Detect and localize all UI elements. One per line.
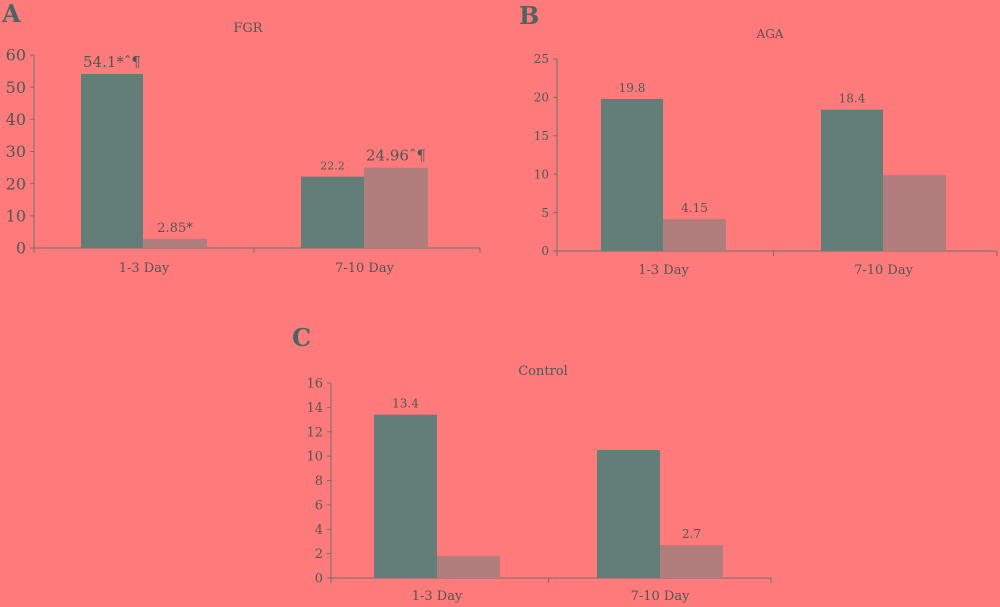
- y-tick-label: 40: [6, 110, 26, 129]
- x-tick-label: 1-3 Day: [412, 589, 463, 604]
- y-tick-label: 60: [6, 46, 26, 65]
- y-tick-label: 5: [541, 206, 549, 220]
- data-label: 18.4: [839, 92, 866, 106]
- chart-title: FGR: [233, 21, 263, 36]
- x-tick-label: 1-3 Day: [119, 261, 170, 276]
- chart-title: AGA: [756, 27, 784, 41]
- chart-panel-c: C Control 0 2 4 6 8 10 12 14 16 1-3 Day 7-10 Day 13.4…: [292, 323, 772, 604]
- y-tick-label: 20: [6, 174, 26, 193]
- data-label: 24.96ˆ¶: [366, 147, 426, 165]
- y-tick-label: 20: [534, 91, 549, 105]
- y-tick-label: 25: [534, 52, 549, 66]
- bar: [660, 545, 723, 578]
- y-tick-label: 2: [315, 547, 323, 562]
- data-label: 4.15: [681, 201, 708, 215]
- data-label: 54.1*ˆ¶: [83, 53, 141, 71]
- data-label: 2.85*: [157, 221, 193, 236]
- bar: [143, 238, 207, 248]
- y-tick-label: 6: [315, 498, 323, 513]
- bar: [374, 414, 437, 578]
- y-tick-label: 50: [6, 78, 26, 97]
- y-tick-label: 10: [534, 167, 549, 181]
- y-tick-label: 12: [306, 425, 323, 440]
- chart-panel-b: B AGA 0 5 10 15 20 25 1-3 Day 7-10 Day 19.8 4.15 18.…: [519, 1, 998, 278]
- bar: [883, 174, 946, 251]
- y-tick-label: 30: [6, 142, 26, 161]
- panel-letter: A: [1, 0, 21, 28]
- panel-letter: C: [292, 323, 311, 352]
- x-tick-label: 7-10 Day: [631, 589, 691, 604]
- bar: [437, 556, 500, 578]
- x-tick-label: 1-3 Day: [638, 263, 689, 278]
- y-tick-label: 0: [16, 239, 26, 258]
- y-tick-label: 0: [315, 572, 323, 587]
- bar: [81, 73, 143, 248]
- bar: [663, 219, 726, 251]
- panel-letter: B: [519, 1, 539, 30]
- y-tick-label: 10: [306, 450, 323, 465]
- bar: [597, 450, 660, 578]
- chart-title: Control: [518, 364, 568, 379]
- data-label: 22.2: [320, 160, 345, 173]
- bar: [601, 98, 663, 251]
- data-label: 13.4: [392, 397, 419, 411]
- bar: [364, 167, 428, 248]
- y-tick-label: 4: [315, 523, 323, 538]
- y-tick-label: 10: [6, 206, 26, 225]
- y-tick-label: 15: [534, 129, 549, 143]
- y-tick-label: 0: [541, 244, 549, 258]
- x-tick-label: 7-10 Day: [854, 263, 914, 278]
- data-label: 2.7: [682, 527, 701, 541]
- y-tick-label: 16: [306, 377, 323, 392]
- y-tick-label: 14: [306, 401, 323, 416]
- data-label: 19.8: [619, 81, 646, 95]
- x-tick-label: 7-10 Day: [335, 261, 395, 276]
- bar: [301, 176, 364, 248]
- chart-panel-a: A FGR 0 10 20 30 40 50 60 1-3 Day 7-10 Day 54.1*ˆ¶ 2…: [1, 0, 481, 276]
- bar: [821, 109, 883, 251]
- y-tick-label: 8: [315, 474, 323, 489]
